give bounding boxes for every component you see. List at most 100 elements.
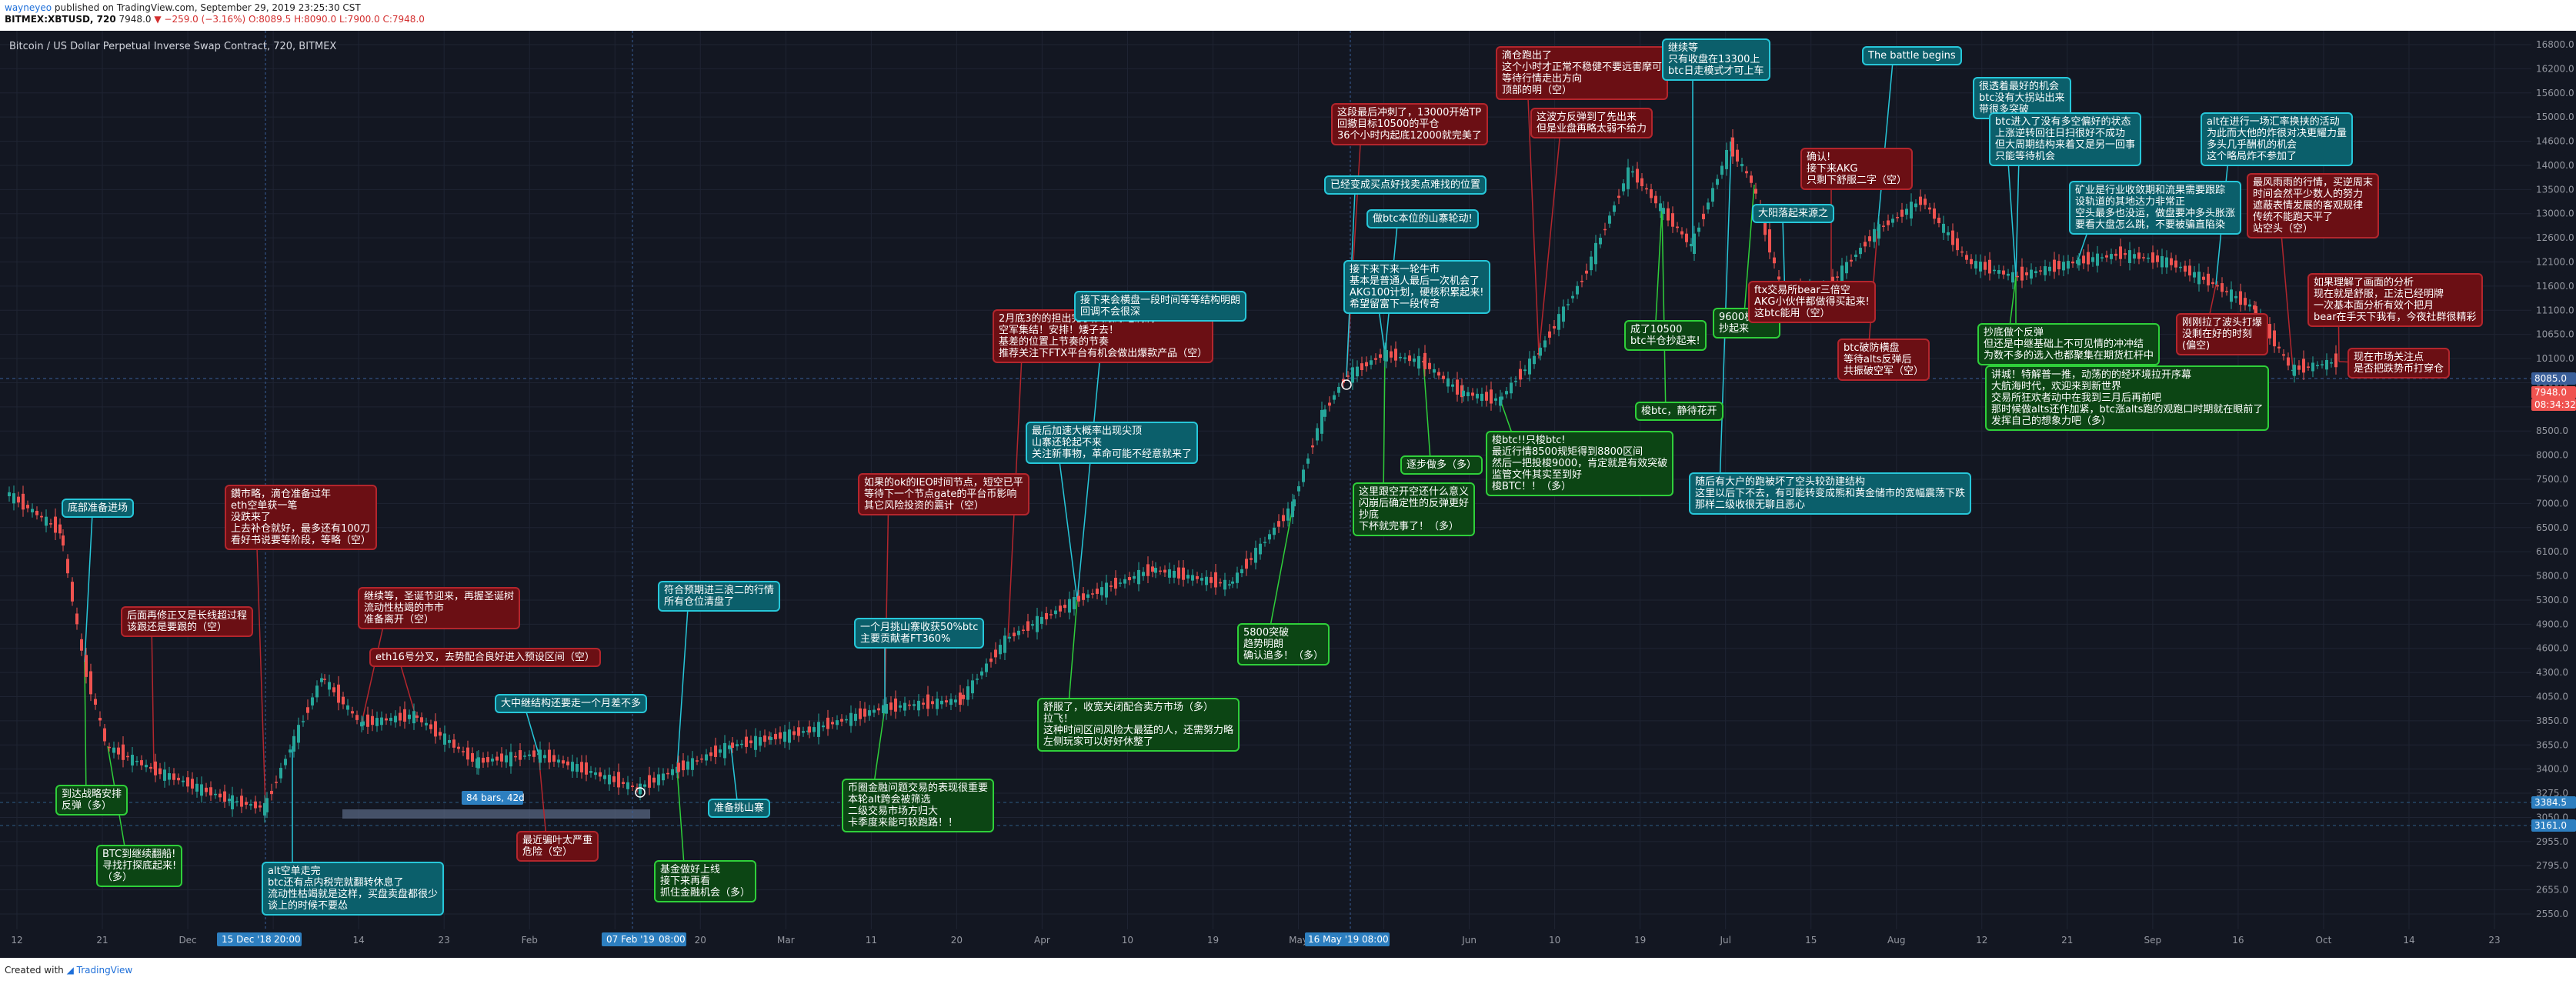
annotation-callout: 接下来会横盘一段时间等等结构明朗 回调不会很深 — [1074, 291, 1247, 322]
candle-body — [2044, 266, 2047, 275]
candle-body — [1306, 458, 1310, 464]
candle-body — [643, 784, 646, 787]
time-tick-label: 12 — [1976, 935, 1987, 946]
candle-body — [2071, 261, 2074, 264]
candle-body — [355, 715, 359, 720]
candle-body — [1731, 137, 1734, 157]
candle-body — [1333, 395, 1336, 400]
callout-pointer — [1056, 436, 1078, 601]
candle-body — [543, 755, 546, 759]
candle-body — [889, 702, 893, 710]
candle-body — [2165, 257, 2168, 268]
candle-body — [1133, 575, 1136, 579]
candle-body — [1594, 242, 1597, 265]
candle-body — [662, 773, 665, 781]
author-link[interactable]: wayneyeo — [5, 2, 52, 13]
candle-body — [1040, 616, 1043, 624]
annotation-callout: 鑽市略，滴仓准备过年 eth空单获一笔 没跌来了 上去补仓就好，最多还有100刀… — [225, 485, 378, 550]
symbol-label: BITMEX:XBTUSD, 720 — [5, 14, 116, 25]
candle-body — [2048, 266, 2051, 272]
price-axis[interactable]: 16800.0 16200.0 15600.0 15000.0 14600.0 14000… — [2531, 31, 2576, 929]
candle-body — [1510, 382, 1513, 394]
candle-body — [566, 761, 569, 766]
candle-body — [200, 784, 203, 796]
candle-body — [763, 735, 766, 742]
candle-body — [985, 663, 988, 672]
candle-body — [1451, 384, 1454, 387]
price-tick-label: 4050.0 — [2536, 692, 2568, 702]
candle-body — [2025, 272, 2028, 275]
time-tick-label: Feb — [522, 935, 538, 946]
candle-body — [2321, 364, 2324, 365]
candle-body — [1413, 359, 1416, 362]
candle-body — [539, 749, 542, 763]
candle-body — [2077, 259, 2080, 265]
candle-body — [1417, 355, 1420, 369]
callout-pointer — [399, 662, 416, 716]
time-tick-label: 11 — [866, 935, 877, 946]
annotation-callout: 最后加速大概率出现尖顶 山寨还轮起不来 关注新事物，革命可能不经意就来了 — [1026, 422, 1199, 464]
candle-body — [682, 760, 685, 771]
ohlc-values: O:8089.5 H:8090.0 L:7900.0 C:7948.0 — [249, 14, 425, 25]
time-tick-label: 12 — [11, 935, 22, 946]
candle-body — [2161, 256, 2164, 268]
candle-body — [686, 761, 689, 770]
candle-body — [1548, 331, 1551, 338]
candle-body — [1485, 392, 1488, 401]
candle-body — [2334, 353, 2337, 368]
publish-line: wayneyeo published on TradingView.com, S… — [5, 2, 2571, 14]
candle-body — [1667, 208, 1670, 221]
candle-body — [557, 759, 560, 763]
candle-body — [1850, 259, 1853, 262]
candle-body — [1585, 270, 1588, 274]
candle-body — [759, 737, 762, 746]
candle-body — [2293, 365, 2296, 376]
price-tick-label: 14600.0 — [2536, 136, 2574, 147]
candle-body — [1337, 386, 1340, 393]
candle-body — [26, 505, 29, 509]
candle-body — [1223, 579, 1226, 590]
candle-body — [1900, 209, 1904, 217]
candle-body — [89, 671, 92, 695]
candle-body — [1725, 149, 1728, 169]
candle-body — [2101, 257, 2104, 259]
price-tag-countdown: 08:34:32 — [2531, 399, 2576, 411]
tradingview-brand[interactable]: TradingView — [76, 965, 133, 976]
candle-body — [1109, 585, 1113, 587]
chart-pane[interactable]: 16800.0 16200.0 15600.0 15000.0 14600.0 14000… — [0, 31, 2576, 958]
candle-body — [1476, 393, 1479, 399]
candle-body — [1736, 149, 1739, 162]
time-tick-label: Sep — [2144, 935, 2162, 946]
candle-body — [496, 756, 499, 761]
chart-canvas[interactable]: 16800.0 16200.0 15600.0 15000.0 14600.0 14000… — [0, 31, 2576, 958]
candle-body — [1659, 203, 1662, 212]
candle-body — [1054, 610, 1057, 615]
candle-body — [1965, 255, 1968, 260]
time-tick-label: 21 — [96, 935, 108, 946]
time-axis[interactable]: 1221Dec20191423Feb1120Mar1120Apr1019May1… — [0, 929, 2531, 958]
price-tick-label: 8500.0 — [2536, 425, 2568, 436]
candle-body — [289, 749, 292, 753]
candle-body — [949, 699, 953, 705]
candle-body — [2207, 273, 2210, 285]
date-range-shading — [342, 809, 650, 819]
candle-body — [666, 772, 669, 775]
price-tick-label: 11100.0 — [2536, 305, 2574, 315]
price-tag-current: 7948.0 — [2531, 386, 2576, 399]
callout-pointer — [884, 488, 889, 709]
candle-body — [1282, 515, 1285, 522]
candle-body — [172, 773, 175, 780]
candle-body — [1210, 577, 1213, 583]
candle-body — [1297, 486, 1300, 492]
candle-body — [1082, 593, 1085, 600]
candle-body — [1250, 558, 1253, 560]
candle-body — [1859, 248, 1862, 255]
candle-body — [195, 783, 199, 792]
time-tick-label: Apr — [1034, 935, 1050, 946]
time-tick-label: 16 — [2232, 935, 2244, 946]
candle-body — [1428, 362, 1431, 369]
candle-body — [603, 775, 606, 779]
candle-body — [1196, 575, 1199, 579]
candle-body — [1845, 262, 1848, 274]
